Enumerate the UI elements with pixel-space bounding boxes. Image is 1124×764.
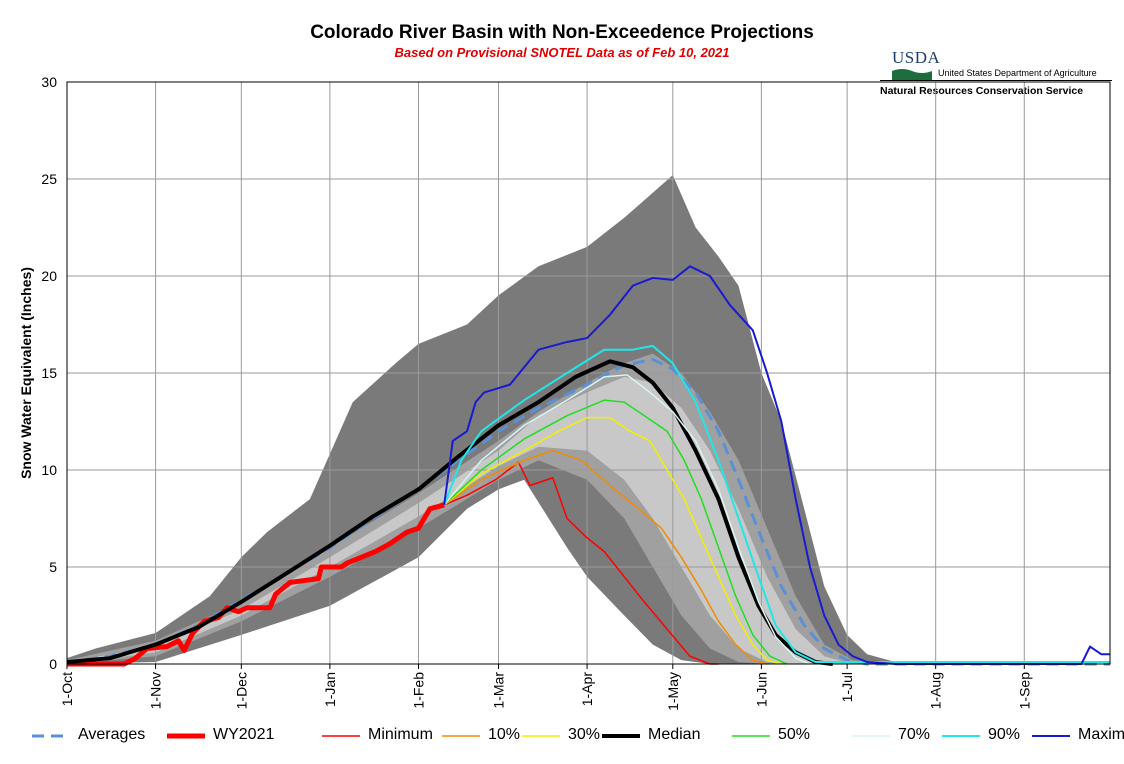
x-tick-label: 1-Feb <box>410 672 426 709</box>
x-tick-label: 1-Dec <box>233 672 249 709</box>
legend-label: Averages <box>78 726 146 743</box>
legend-label: 10% <box>488 726 521 743</box>
legend-label: 50% <box>778 726 811 743</box>
legend-swatch <box>442 735 480 737</box>
series-p50 <box>443 399 788 665</box>
usda-department: United States Department of Agriculture <box>938 68 1097 78</box>
logo-divider <box>880 80 1112 81</box>
legend-swatch <box>522 735 560 737</box>
x-tick-label: 1-May <box>665 672 681 711</box>
legend-swatch <box>322 735 360 737</box>
legend-label: WY2021 <box>213 726 275 743</box>
series-p30 <box>443 416 782 665</box>
axes-layer: 0 5 10 15 20 25 30 1-Oct 1-Nov 1-Dec 1-Jan 1-Feb 1-M… <box>41 74 1111 711</box>
legend-swatch <box>602 734 640 738</box>
y-tick-label: 20 <box>41 268 57 284</box>
x-tick-label: 1-Oct <box>59 672 75 706</box>
series-layer <box>66 265 1110 667</box>
legend-label: 30% <box>568 726 601 743</box>
chart-subtitle: Based on Provisional SNOTEL Data as of F… <box>394 45 730 60</box>
legend-swatch <box>732 735 770 737</box>
legend-swatch <box>1032 735 1070 737</box>
y-tick-label: 0 <box>49 656 57 672</box>
series-p70 <box>443 374 811 665</box>
y-tick-label: 25 <box>41 171 57 187</box>
legend-swatch <box>942 735 980 737</box>
series-p90 <box>443 344 1110 664</box>
x-tick-label: 1-Sep <box>1016 672 1032 710</box>
x-tick-label: 1-Mar <box>490 672 506 709</box>
usda-mark: USDA <box>892 48 941 67</box>
plot-frame <box>66 81 1111 665</box>
usda-logo: USDA United States Department of Agricul… <box>880 40 1112 100</box>
series-minimum <box>443 461 719 665</box>
legend-swatch <box>32 734 70 738</box>
legend-swatch <box>167 733 205 739</box>
legend-label: 90% <box>988 726 1021 743</box>
legend-label: Minimum <box>368 726 433 743</box>
legend-swatch <box>852 735 890 737</box>
x-tick-label: 1-Apr <box>579 672 595 707</box>
y-tick-label: 5 <box>49 559 57 575</box>
series-wy2021 <box>67 502 445 667</box>
legend-label: Maximum <box>1078 726 1124 743</box>
y-tick-label: 10 <box>41 462 57 478</box>
band-inner <box>67 376 1110 664</box>
series-p10 <box>443 449 768 665</box>
bands-layer <box>67 175 1110 664</box>
y-tick-label: 15 <box>41 365 57 381</box>
x-tick-label: 1-Nov <box>148 672 164 709</box>
legend-label: Median <box>648 726 701 743</box>
legend: Averages WY2021 Minimum 10% 30% Median 50% 70% 9… <box>30 726 1124 746</box>
chart-title: Colorado River Basin with Non-Exceedence… <box>310 22 814 43</box>
y-axis-label: Snow Water Equivalent (Inches) <box>18 267 34 479</box>
nrcs-name: Natural Resources Conservation Service <box>880 85 1084 97</box>
series-median <box>66 359 834 666</box>
y-tick-label: 30 <box>41 74 57 90</box>
legend-label: 70% <box>898 726 931 743</box>
x-tick-label: 1-Aug <box>928 672 944 709</box>
x-tick-label: 1-Jul <box>839 672 855 702</box>
usda-wave-icon <box>892 69 932 81</box>
x-tick-label: 1-Jan <box>322 672 338 707</box>
x-tick-label: 1-Jun <box>753 672 769 707</box>
